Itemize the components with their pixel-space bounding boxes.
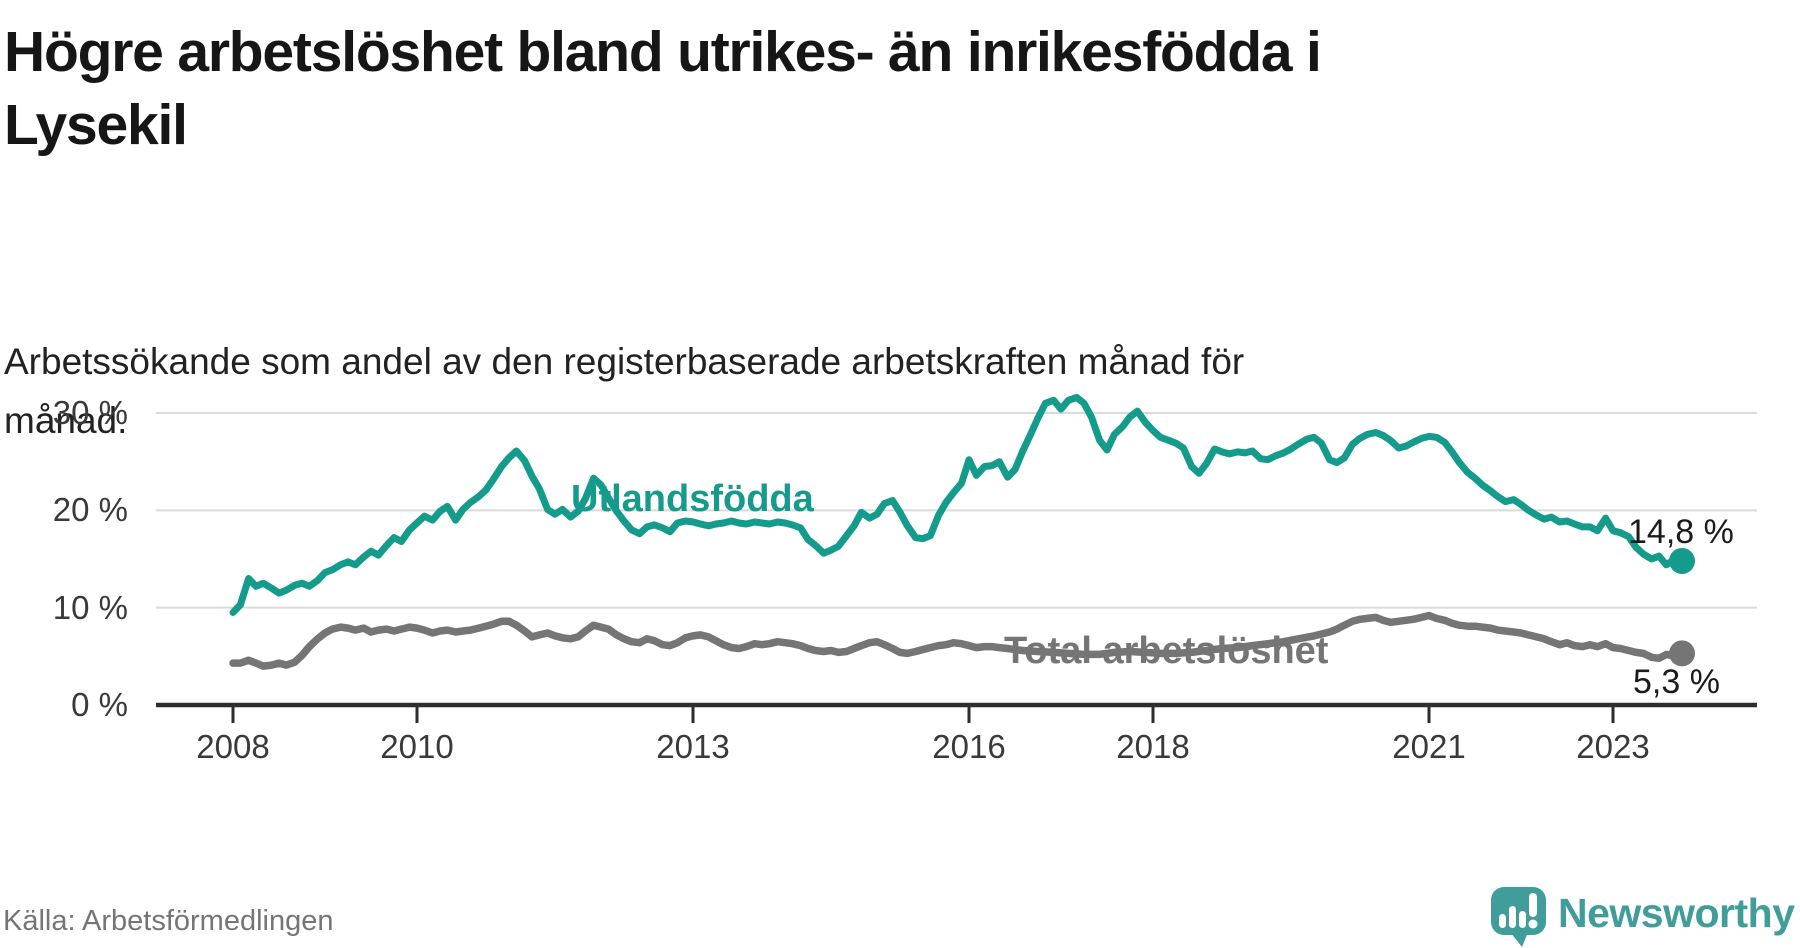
total-arbetsloshet-end-dot xyxy=(1669,640,1695,667)
gridlines xyxy=(156,412,1757,609)
y-axis-label: 30 % xyxy=(52,394,128,431)
subtitle-line-1: Arbetssökande som andel av den registerb… xyxy=(4,341,1245,382)
source-note: Källa: Arbetsförmedlingen xyxy=(3,905,334,937)
x-axis-label: 2016 xyxy=(932,728,1006,765)
series-label-total-arbetsloshet: Total arbetslöshet xyxy=(1004,630,1329,672)
subtitle-line-2: månad. xyxy=(4,400,128,442)
end-value-total-arbetsloshet: 5,3 % xyxy=(1633,663,1720,701)
total-arbetsloshet-line xyxy=(229,611,1686,670)
y-axis-label: 20 % xyxy=(52,491,128,529)
utlandsfodda-end-dot xyxy=(1669,547,1695,574)
title-line-2: Lysekil xyxy=(4,92,188,157)
x-axis-label: 2018 xyxy=(1116,728,1190,765)
y-axis-label: 10 % xyxy=(52,588,128,626)
page-title: Högre arbetslöshet bland utrikes- än inr… xyxy=(4,16,1764,162)
newsworthy-branding: Newsworthy xyxy=(1488,884,1800,948)
utlandsfodda-line xyxy=(229,393,1686,616)
y-axis-label: 0 % xyxy=(71,686,128,723)
x-axis-tickmarks xyxy=(231,707,1615,723)
chart-subtitle: Arbetssökande som andel av den registerb… xyxy=(4,332,1504,450)
x-axis-label: 2010 xyxy=(380,728,454,765)
newsworthy-logo-icon xyxy=(1491,887,1546,947)
x-axis-label: 2023 xyxy=(1576,728,1650,765)
x-axis-label: 2021 xyxy=(1392,728,1466,765)
title-line-1: Högre arbetslöshet bland utrikes- än inr… xyxy=(4,20,1322,84)
end-value-utlandsfodda: 14,8 % xyxy=(1628,513,1734,551)
newsworthy-wordmark: Newsworthy xyxy=(1558,890,1795,936)
x-axis-label: 2013 xyxy=(656,728,730,765)
x-axis-label: 2008 xyxy=(196,728,270,765)
series-label-utlandsfodda: Utlandsfödda xyxy=(571,478,814,520)
